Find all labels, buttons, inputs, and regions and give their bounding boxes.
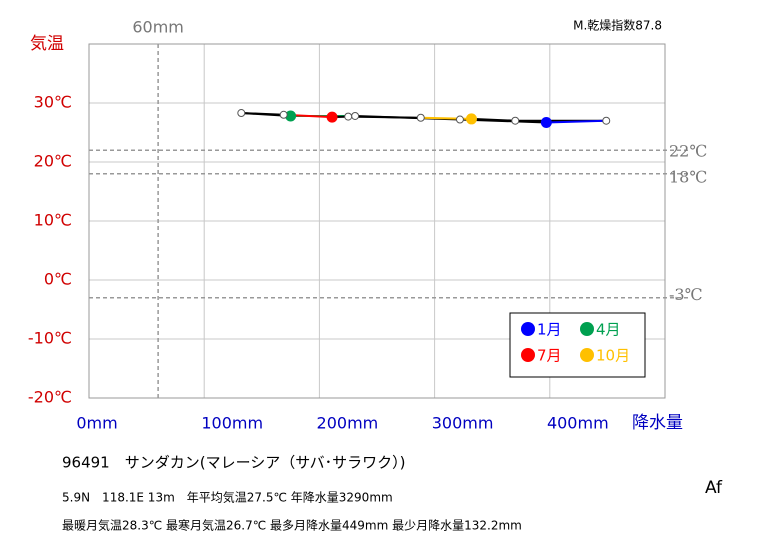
y-tick-label: 20℃ bbox=[34, 152, 72, 171]
y-tick-label: -10℃ bbox=[28, 329, 72, 348]
legend-label: 10月 bbox=[596, 347, 630, 365]
climate-segment bbox=[471, 117, 516, 122]
legend-marker bbox=[521, 322, 535, 336]
month-point bbox=[279, 110, 288, 119]
legend-label: 1月 bbox=[537, 321, 562, 339]
info-line: 5.9N 118.1E 13m 年平均気温27.5℃ 年降水量3290mm bbox=[62, 490, 393, 505]
month-point bbox=[285, 110, 297, 122]
annotation: M.乾燥指数87.8 bbox=[573, 18, 662, 33]
climate-segment bbox=[241, 112, 284, 116]
x-tick-label: 300mm bbox=[432, 414, 494, 433]
reference-label: 22℃ bbox=[669, 142, 707, 161]
y-tick-label: -20℃ bbox=[28, 388, 72, 407]
month-point bbox=[351, 111, 360, 120]
month-point bbox=[344, 112, 353, 121]
reference-label: -3℃ bbox=[669, 285, 702, 304]
reference-label: 18℃ bbox=[669, 167, 707, 186]
legend-marker bbox=[580, 322, 594, 336]
legend-label: 4月 bbox=[596, 321, 621, 339]
y-tick-label: 10℃ bbox=[34, 211, 72, 230]
month-point bbox=[540, 116, 552, 128]
month-point bbox=[602, 116, 611, 125]
info-line: 最暖月気温28.3℃ 最寒月気温26.7℃ 最多月降水量449mm 最少月降水量… bbox=[62, 518, 522, 533]
month-point bbox=[511, 116, 520, 125]
x-axis-label: 降水量 bbox=[632, 413, 683, 433]
x-tick-label: 0mm bbox=[76, 414, 117, 433]
y-tick-label: 30℃ bbox=[34, 93, 72, 112]
x-tick-label: 400mm bbox=[547, 414, 609, 433]
station: 96491 サンダカン(マレーシア（サバ･サラワク）) bbox=[62, 454, 406, 472]
climate-segment bbox=[546, 119, 607, 124]
legend-marker bbox=[580, 348, 594, 362]
climate-class: Af bbox=[705, 478, 723, 498]
month-point bbox=[326, 111, 338, 123]
plot-border bbox=[88, 43, 666, 399]
y-axis-label: 気温 bbox=[30, 34, 64, 54]
y-tick-label: 0℃ bbox=[44, 270, 72, 289]
climate-segment bbox=[348, 115, 421, 119]
reference-label: 60mm bbox=[132, 18, 184, 37]
x-tick-label: 100mm bbox=[201, 414, 263, 433]
month-point bbox=[455, 115, 464, 124]
month-point bbox=[465, 113, 477, 125]
x-tick-label: 200mm bbox=[317, 414, 379, 433]
month-point bbox=[416, 113, 425, 122]
legend-marker bbox=[521, 348, 535, 362]
legend-label: 7月 bbox=[537, 347, 562, 365]
month-point bbox=[237, 109, 246, 118]
